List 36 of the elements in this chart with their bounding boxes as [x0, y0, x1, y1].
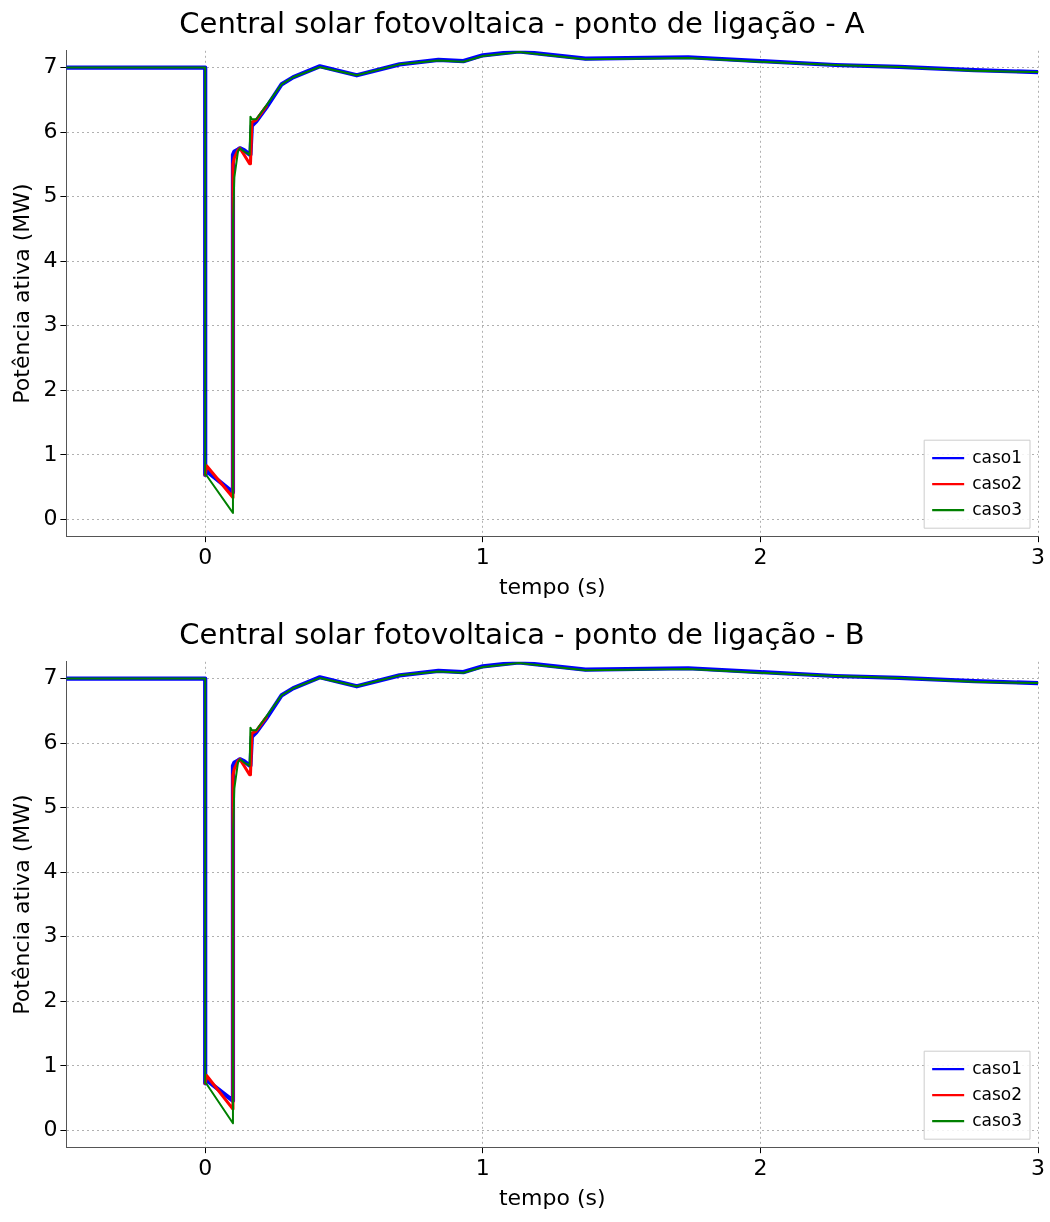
y-axis-title: Potência ativa (MW)	[8, 794, 34, 1015]
legend-label: caso2	[972, 472, 1023, 493]
y-tick-label: 2	[43, 376, 58, 402]
y-tick-label: 4	[43, 857, 58, 883]
x-tick-label: 0	[198, 544, 213, 570]
y-tick-label: 1	[43, 440, 58, 466]
y-tick-label: 0	[43, 505, 58, 531]
y-tick-label: 5	[43, 182, 58, 208]
chart-title: Central solar fotovoltaica - ponto de ligação - B	[179, 616, 865, 651]
legend-label: caso1	[972, 1057, 1023, 1078]
chart-title: Central solar fotovoltaica - ponto de ligação - A	[179, 5, 865, 40]
x-tick-label: 1	[475, 1155, 490, 1181]
x-tick-label: 3	[1031, 544, 1045, 570]
y-axis-title: Potência ativa (MW)	[8, 183, 34, 404]
y-tick-label: 0	[43, 1116, 58, 1142]
legend-label: caso3	[972, 498, 1023, 519]
x-tick-label: 2	[753, 1155, 768, 1181]
x-tick-label: 1	[475, 544, 490, 570]
legend-label: caso1	[972, 446, 1023, 467]
y-tick-label: 3	[43, 922, 58, 948]
y-tick-label: 1	[43, 1051, 58, 1077]
y-tick-label: 6	[43, 117, 58, 143]
legend-label: caso2	[972, 1083, 1023, 1104]
y-tick-label: 2	[43, 987, 58, 1013]
x-tick-label: 2	[753, 544, 768, 570]
y-tick-label: 6	[43, 728, 58, 754]
x-axis-title: tempo (s)	[498, 1184, 606, 1210]
x-tick-label: 3	[1031, 1155, 1045, 1181]
y-tick-label: 4	[43, 246, 58, 272]
x-tick-label: 0	[198, 1155, 213, 1181]
y-tick-label: 7	[43, 664, 58, 690]
y-tick-label: 7	[43, 53, 58, 79]
y-tick-label: 5	[43, 793, 58, 819]
legend-label: caso3	[972, 1109, 1023, 1130]
y-tick-label: 3	[43, 311, 58, 337]
x-axis-title: tempo (s)	[498, 573, 606, 599]
